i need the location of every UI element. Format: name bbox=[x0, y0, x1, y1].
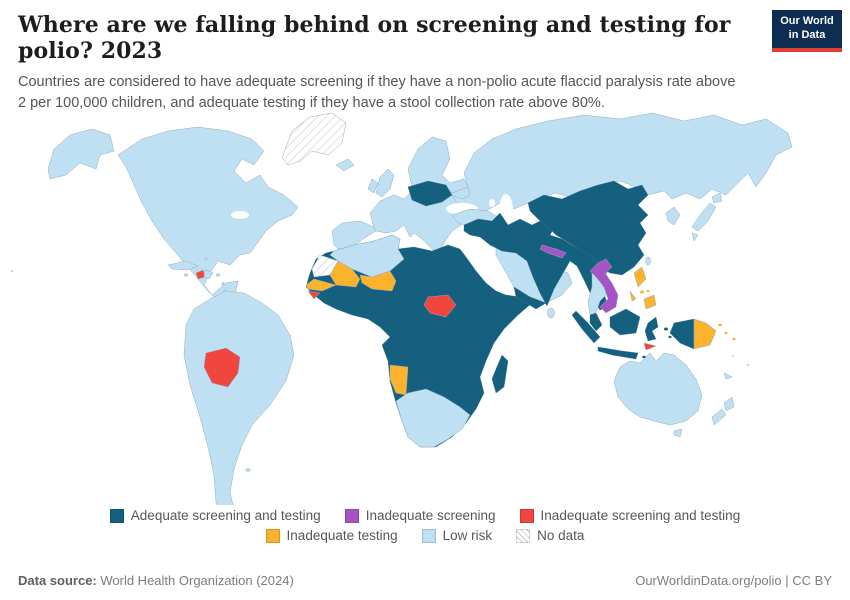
region-china[interactable] bbox=[527, 180, 649, 276]
region-philippines[interactable] bbox=[629, 266, 657, 310]
region-australia[interactable] bbox=[613, 352, 703, 426]
legend-label: Inadequate screening bbox=[365, 508, 496, 523]
region-guinea-bissau[interactable] bbox=[307, 290, 321, 300]
region-new-zealand[interactable] bbox=[711, 396, 735, 426]
legend-item-inadequate-testing[interactable]: Inadequate testing bbox=[265, 528, 398, 543]
legend-swatch-adequate bbox=[109, 508, 124, 523]
legend-item-inadequate-both[interactable]: Inadequate screening and testing bbox=[519, 508, 741, 523]
data-source: Data source: World Health Organization (… bbox=[18, 573, 294, 588]
aral-sea bbox=[489, 199, 495, 207]
legend-swatch-low-risk bbox=[421, 528, 436, 543]
legend-row-1: Adequate screening and testing Inadequat… bbox=[98, 508, 752, 523]
legend-swatch-no-data bbox=[516, 528, 531, 543]
great-lakes bbox=[231, 211, 249, 219]
region-greenland[interactable] bbox=[281, 112, 347, 166]
region-senegal[interactable] bbox=[305, 278, 337, 292]
region-madagascar[interactable] bbox=[491, 354, 509, 394]
map-legend: Adequate screening and testing Inadequat… bbox=[0, 508, 850, 543]
legend-label: Adequate screening and testing bbox=[130, 508, 321, 523]
region-falkland-islands[interactable] bbox=[245, 468, 251, 472]
region-cuba[interactable] bbox=[167, 260, 199, 271]
region-dominican-republic[interactable] bbox=[203, 269, 214, 280]
region-sri-lanka[interactable] bbox=[547, 307, 555, 319]
region-timor-leste[interactable] bbox=[643, 342, 657, 351]
region-africa-main[interactable] bbox=[305, 234, 533, 448]
region-canada-usa-mexico[interactable] bbox=[117, 126, 299, 318]
region-ukraine[interactable] bbox=[407, 180, 453, 207]
region-malay-peninsula[interactable] bbox=[589, 312, 603, 332]
region-niger[interactable] bbox=[359, 270, 397, 292]
legend-label: Inadequate testing bbox=[286, 528, 398, 543]
region-south-africa-botswana[interactable] bbox=[395, 388, 471, 448]
legend-item-inadequate-screening[interactable]: Inadequate screening bbox=[344, 508, 496, 523]
owid-logo-line1: Our World bbox=[780, 15, 834, 28]
world-map bbox=[0, 103, 850, 505]
region-ireland[interactable] bbox=[367, 178, 379, 194]
region-vietnam-laos[interactable] bbox=[589, 258, 619, 314]
chart-subtitle: Countries are considered to have adequat… bbox=[18, 74, 736, 112]
legend-item-adequate[interactable]: Adequate screening and testing bbox=[109, 508, 321, 523]
region-namibia[interactable] bbox=[389, 364, 409, 396]
region-south-sudan[interactable] bbox=[423, 294, 457, 318]
chart-header: Where are we falling behind on screening… bbox=[18, 12, 763, 114]
region-alaska[interactable] bbox=[47, 128, 115, 180]
region-nepal[interactable] bbox=[539, 244, 567, 259]
data-source-value: World Health Organization (2024) bbox=[96, 573, 294, 588]
region-solomon-islands[interactable] bbox=[718, 323, 736, 341]
region-indonesia[interactable] bbox=[571, 308, 672, 360]
legend-item-low-risk[interactable]: Low risk bbox=[421, 528, 493, 543]
legend-label: No data bbox=[537, 528, 585, 543]
region-taiwan[interactable] bbox=[645, 256, 651, 266]
owid-logo[interactable]: Our World in Data bbox=[772, 10, 842, 52]
region-papua-new-guinea[interactable] bbox=[693, 318, 717, 350]
page-title: Where are we falling behind on screening… bbox=[18, 12, 731, 64]
region-united-kingdom[interactable] bbox=[375, 168, 395, 198]
region-south-america[interactable] bbox=[183, 290, 295, 505]
region-pacific-islands[interactable] bbox=[10, 269, 750, 380]
data-source-label: Data source: bbox=[18, 573, 97, 588]
legend-swatch-inadequate-both bbox=[519, 508, 534, 523]
credit-link[interactable]: OurWorldinData.org/polio | CC BY bbox=[635, 573, 832, 588]
owid-logo-line2: in Data bbox=[788, 29, 826, 41]
chart-footer: Data source: World Health Organization (… bbox=[0, 573, 850, 588]
legend-swatch-inadequate-screening bbox=[344, 508, 359, 523]
region-japan[interactable] bbox=[691, 192, 723, 242]
region-tasmania[interactable] bbox=[673, 428, 683, 438]
legend-swatch-inadequate-testing bbox=[265, 528, 280, 543]
region-korea[interactable] bbox=[665, 206, 681, 226]
legend-row-2: Inadequate testing Low risk No data bbox=[254, 528, 597, 543]
region-iceland[interactable] bbox=[335, 158, 355, 172]
region-yemen[interactable] bbox=[513, 286, 547, 310]
region-bolivia[interactable] bbox=[203, 347, 241, 388]
legend-item-no-data[interactable]: No data bbox=[516, 528, 584, 543]
region-new-guinea-west[interactable] bbox=[669, 318, 695, 350]
legend-label: Low risk bbox=[442, 528, 493, 543]
legend-label: Inadequate screening and testing bbox=[540, 508, 741, 523]
